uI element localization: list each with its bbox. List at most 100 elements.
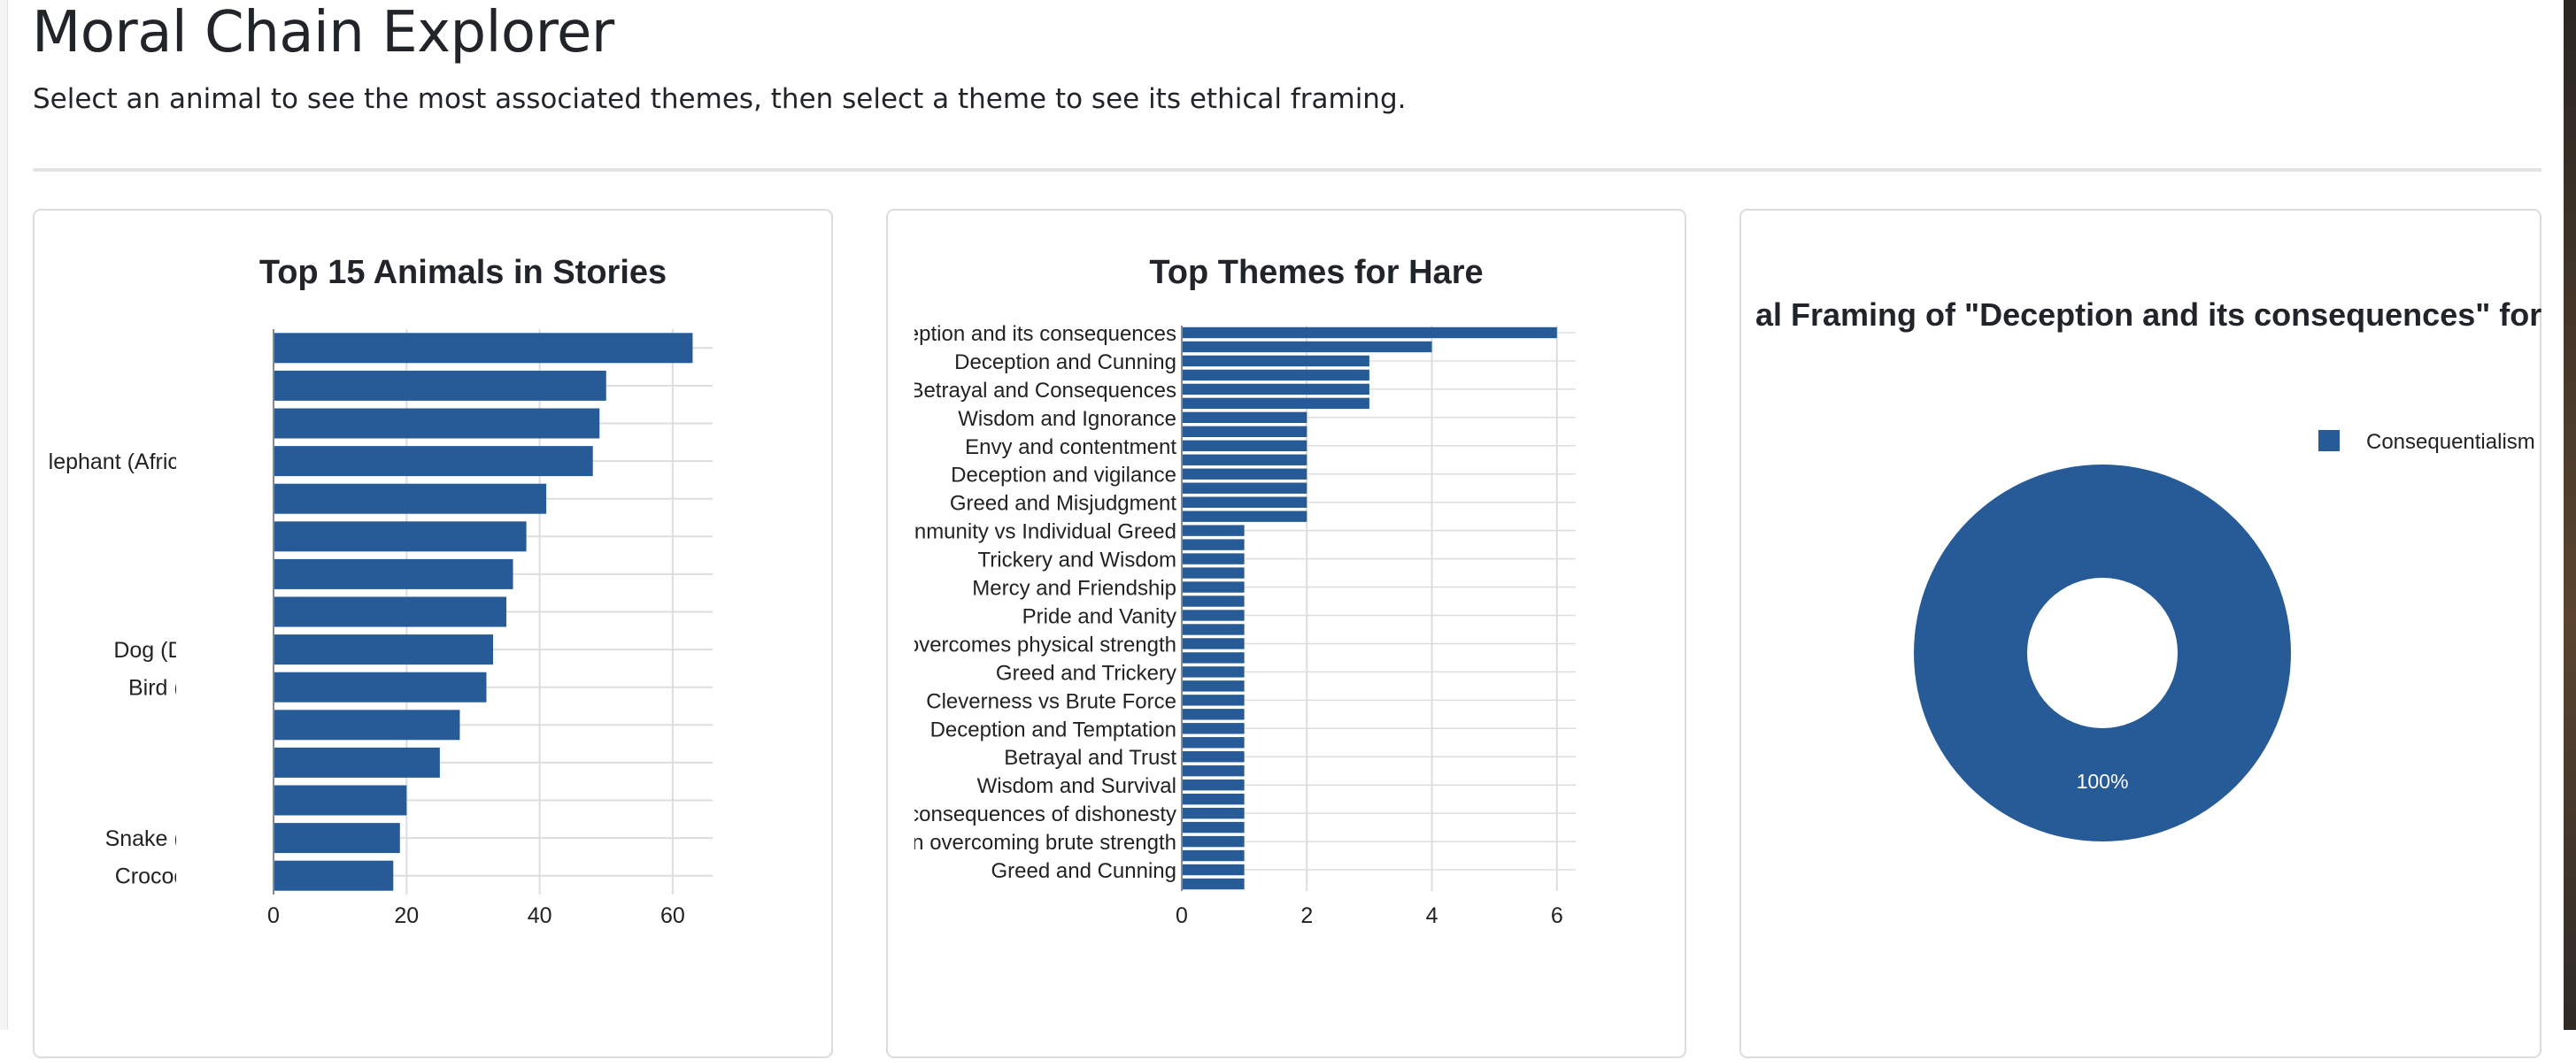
bar xyxy=(1182,610,1245,621)
window-left-edge xyxy=(0,0,8,1030)
y-tick-label: Envy and contentment xyxy=(965,435,1176,459)
y-tick-label: Wisdom and Ignorance xyxy=(958,407,1176,431)
bar xyxy=(274,333,693,364)
y-tick-label: Eagle xyxy=(211,789,267,814)
donut-slice xyxy=(1914,465,2291,841)
x-tick-label: 6 xyxy=(1551,903,1563,928)
x-tick-label: 20 xyxy=(394,903,419,928)
bar xyxy=(274,483,547,514)
bar xyxy=(1182,468,1307,480)
bar xyxy=(1182,864,1245,876)
bar xyxy=(1182,341,1432,353)
bar xyxy=(274,823,400,854)
bar xyxy=(1182,737,1245,749)
bar xyxy=(274,596,507,627)
bar xyxy=(1182,849,1245,862)
x-tick-label: 2 xyxy=(1300,903,1313,928)
y-tick-label: lephant (African Bush) xyxy=(49,449,267,474)
animals-bar-chart: Top 15 Animals in Stories 0 20 40 60 Hare Tort… xyxy=(49,254,713,928)
bar xyxy=(1182,595,1245,607)
y-tick-label: Snake (General) xyxy=(105,826,267,851)
bar xyxy=(1182,326,1557,339)
y-tick-label: Deception and Cunning xyxy=(954,350,1176,374)
header-divider xyxy=(33,168,2541,172)
bar xyxy=(1182,695,1245,706)
y-tick-label: Hare xyxy=(220,336,267,361)
y-tick-label: Dog (Domestic) xyxy=(113,638,267,663)
y-tick-label: Greed and Trickery xyxy=(996,661,1176,685)
bar xyxy=(1182,525,1245,536)
y-tick-label: Deception and vigilance xyxy=(951,464,1176,488)
y-tick-label: Monkey xyxy=(189,713,267,738)
bar xyxy=(1182,835,1245,848)
bar xyxy=(1182,397,1369,410)
page-title: Moral Chain Explorer xyxy=(32,0,614,65)
bar xyxy=(274,408,600,439)
y-tick-label: overcomes physical strength xyxy=(907,633,1176,657)
bar xyxy=(274,785,407,816)
bar xyxy=(1182,496,1307,508)
chart-title: al Framing of "Deception and its consequ… xyxy=(1755,296,2541,333)
bar xyxy=(1182,751,1245,763)
bar xyxy=(1182,369,1369,381)
y-tick-label: consequences of dishonesty xyxy=(908,803,1176,826)
y-tick-label: Cleverness vs Brute Force xyxy=(926,689,1176,713)
window-right-edge xyxy=(2564,0,2576,1030)
bar xyxy=(274,634,493,665)
slice-percent-label: 100% xyxy=(2077,770,2129,793)
y-tick-label: Tortoise xyxy=(189,374,267,399)
bar xyxy=(1182,411,1307,424)
bar xyxy=(1182,878,1245,890)
bar xyxy=(1182,638,1245,649)
bar xyxy=(1182,553,1245,565)
bar xyxy=(274,558,513,589)
y-tick-label: Cattle xyxy=(210,601,267,626)
bar xyxy=(274,672,487,703)
x-tick-label: 4 xyxy=(1426,903,1438,928)
animals-chart-card: Top 15 Animals in Stories 0 20 40 60 Hare Tort… xyxy=(33,209,833,1058)
bar xyxy=(1182,793,1245,805)
framing-donut-chart: al Framing of "Deception and its consequ… xyxy=(1755,296,2541,841)
themes-bar-chart: Top Themes for Hare 0 2 4 6 eption and its co… xyxy=(907,254,1576,928)
y-tick-label: Mercy and Friendship xyxy=(972,577,1176,601)
bar xyxy=(1182,511,1307,522)
bar xyxy=(1182,807,1245,819)
x-tick-label: 40 xyxy=(528,903,552,928)
bar xyxy=(274,446,593,477)
y-tick-labels: eption and its consequences Deception and… xyxy=(907,322,1176,883)
y-tick-label: Wisdom and Survival xyxy=(977,774,1176,798)
y-tick-label: Deception and Temptation xyxy=(930,718,1176,741)
bar xyxy=(1182,821,1245,833)
x-tick-label: 60 xyxy=(660,903,685,928)
bar xyxy=(274,521,527,552)
bar xyxy=(1182,652,1245,664)
bar xyxy=(1182,440,1307,451)
bar xyxy=(1182,539,1245,550)
legend-label: Consequentialism xyxy=(2366,430,2535,454)
y-tick-label: nmunity vs Individual Greed xyxy=(914,520,1176,544)
bar xyxy=(1182,454,1307,465)
y-tick-label: Hyena xyxy=(204,488,267,512)
y-tick-label: Crocodile (Nile) xyxy=(115,864,267,889)
y-tick-labels: Hare Tortoise Lion lephant (African Bush) Hy… xyxy=(49,336,267,889)
y-tick-label: eption and its consequences xyxy=(907,322,1176,346)
bar xyxy=(1182,383,1369,396)
bar xyxy=(1182,765,1245,777)
bar xyxy=(1182,723,1245,734)
bar xyxy=(1182,426,1307,438)
themes-chart-card: Top Themes for Hare 0 2 4 6 eption and its co… xyxy=(886,209,1686,1058)
bar xyxy=(274,370,606,401)
bar xyxy=(274,747,440,778)
bar xyxy=(1182,581,1245,593)
x-tick-label: 0 xyxy=(1176,903,1188,928)
y-tick-label: Lion xyxy=(226,412,267,437)
y-tick-label: Betrayal and Trust xyxy=(1004,746,1176,770)
bar xyxy=(1182,482,1307,494)
bar xyxy=(1182,567,1245,579)
bar xyxy=(274,860,394,891)
bar xyxy=(1182,709,1245,720)
bar xyxy=(1182,624,1245,635)
y-tick-label: Greed and Misjudgment xyxy=(950,492,1176,516)
y-tick-label: Greed and Cunning xyxy=(991,859,1176,883)
y-tick-label: Leopard xyxy=(186,525,267,549)
